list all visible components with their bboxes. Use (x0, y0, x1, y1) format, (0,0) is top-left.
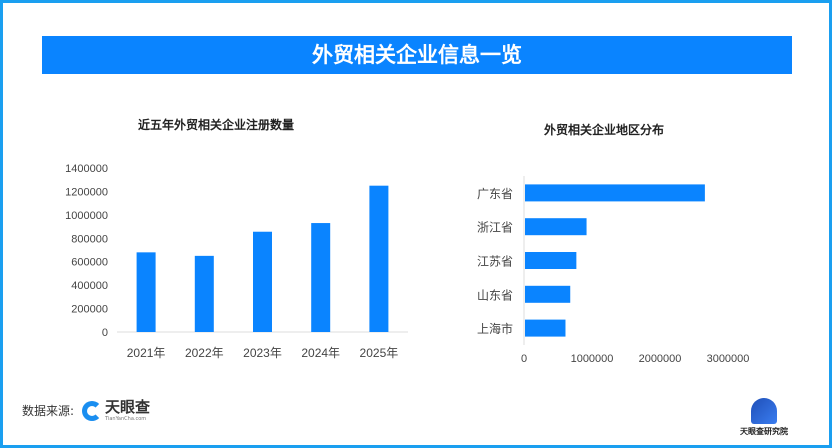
y-tick-label: 1400000 (65, 163, 108, 175)
bar-chart-title: 近五年外贸相关企业注册数量 (138, 118, 295, 132)
bar (311, 223, 331, 332)
tianyancha-logo: 天眼查 TianYanCha.com (82, 398, 150, 423)
hbar (525, 218, 587, 236)
y-tick-label: 0 (102, 327, 108, 339)
y-tick-label: 400000 (71, 280, 108, 292)
y-category-label: 浙江省 (477, 221, 513, 235)
bar (369, 185, 389, 332)
hbar (525, 252, 577, 269)
y-tick-label: 800000 (71, 233, 108, 245)
y-tick-label: 200000 (71, 304, 108, 316)
page-title: 外贸相关企业信息一览 (42, 36, 792, 74)
institute-logo: 天眼查研究院 (734, 398, 794, 437)
bar (253, 231, 272, 332)
bar (194, 255, 214, 332)
x-tick-label: 0 (521, 353, 527, 365)
y-tick-label: 1200000 (65, 186, 108, 198)
hbar (525, 319, 566, 337)
x-tick-label: 2000000 (639, 353, 682, 365)
tianyancha-logo-icon (82, 400, 103, 421)
x-tick-label: 3000000 (707, 353, 750, 365)
y-category-label: 广东省 (477, 187, 513, 201)
x-tick-label: 2021年 (127, 346, 166, 360)
hbar (525, 285, 571, 303)
logo-sub: TianYanCha.com (105, 416, 147, 422)
source-label: 数据来源: (22, 403, 75, 418)
bar (136, 252, 156, 332)
y-category-label: 江苏省 (477, 255, 513, 269)
x-tick-label: 2024年 (301, 346, 340, 360)
x-tick-label: 2023年 (243, 346, 282, 360)
institute-name: 天眼查研究院 (740, 427, 788, 436)
y-category-label: 上海市 (477, 321, 513, 336)
x-tick-label: 2025年 (360, 346, 399, 360)
y-tick-label: 1000000 (65, 210, 108, 222)
institute-logo-icon (751, 398, 777, 424)
y-category-label: 山东省 (477, 288, 513, 302)
logo-name: 天眼查 (105, 398, 151, 416)
hbar (525, 184, 705, 202)
y-tick-label: 600000 (71, 257, 108, 269)
x-tick-label: 2022年 (185, 346, 224, 360)
footer-source: 数据来源: 天眼查 TianYanCha.com (22, 398, 150, 423)
hbar-chart-title: 外贸相关企业地区分布 (544, 123, 665, 137)
x-tick-label: 1000000 (571, 353, 614, 365)
